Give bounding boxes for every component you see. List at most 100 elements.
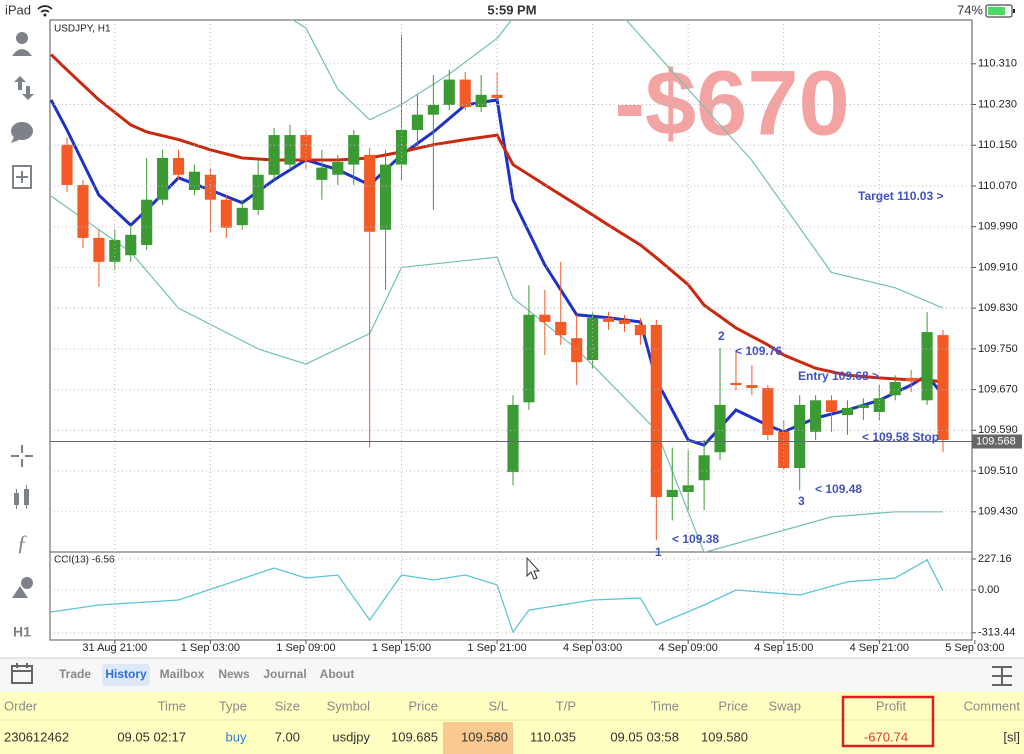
table-cell: 09.05 03:58 — [610, 729, 679, 744]
table-cell: 110.035 — [530, 729, 576, 744]
device-name: iPad — [5, 2, 31, 17]
candle-body — [204, 174, 216, 200]
candle-body — [380, 164, 392, 230]
y-tick-label: 109.590 — [978, 424, 1018, 436]
y-tick-label: 227.16 — [978, 553, 1012, 565]
loss-overlay: -$670 — [614, 52, 849, 154]
table-cell: 109.580 — [461, 729, 508, 744]
candle-body — [889, 381, 901, 396]
wifi-icon — [37, 5, 53, 13]
candle-body — [316, 167, 328, 180]
y-tick-label: 0.00 — [978, 584, 999, 596]
chat-button[interactable] — [11, 122, 33, 143]
wifi-dot — [43, 13, 47, 17]
y-tick-label: 109.830 — [978, 302, 1018, 314]
candle-body — [714, 404, 726, 453]
y-tick-label: 110.150 — [978, 139, 1017, 151]
x-tick-label: 31 Aug 21:00 — [82, 642, 147, 654]
candle-body — [93, 237, 105, 262]
trade-button[interactable] — [14, 76, 34, 100]
candle-body — [459, 79, 471, 108]
table-cell: buy — [226, 729, 247, 744]
x-tick-label: 5 Sep 03:00 — [945, 642, 1004, 654]
battery-level: 74% — [957, 2, 983, 17]
cci-title: CCI(13) -6.56 — [54, 555, 115, 566]
trade-annotation: < 109.58 Stop — [862, 430, 939, 444]
tab[interactable]: About — [320, 667, 355, 681]
mouse-cursor — [526, 556, 541, 580]
timeframe-button[interactable]: H1 — [13, 624, 31, 640]
new-order-button[interactable] — [12, 165, 32, 189]
battery-tip — [1013, 9, 1015, 13]
candle-body — [523, 314, 535, 403]
candle-body — [236, 207, 248, 226]
candle-body — [571, 338, 583, 363]
tabs: Trade History Mailbox News Journal About — [59, 664, 354, 686]
candle-body — [825, 400, 838, 412]
candle-body — [220, 199, 232, 228]
candle-body — [618, 319, 631, 324]
column-header: Size — [275, 698, 300, 713]
x-tick-label: 4 Sep 15:00 — [754, 642, 813, 654]
chart-type-button[interactable] — [14, 485, 29, 509]
crosshair-button[interactable] — [11, 445, 33, 467]
x-tick-label: 1 Sep 15:00 — [372, 642, 431, 654]
tab-bar — [0, 659, 1024, 692]
tab[interactable]: Journal — [263, 667, 306, 681]
objects-button[interactable] — [12, 577, 33, 598]
candle-body — [762, 388, 774, 435]
layout-icon[interactable] — [992, 666, 1012, 686]
indicator-line — [50, 53, 944, 384]
tab[interactable]: History — [105, 667, 147, 681]
candle-body — [141, 199, 153, 246]
candle-body — [411, 114, 424, 130]
candle-body — [873, 398, 885, 412]
candle-body — [746, 385, 758, 389]
profit-highlight-box — [841, 695, 935, 748]
stop-loss-highlight — [443, 722, 513, 754]
candle-body — [587, 317, 599, 361]
candle-body — [77, 184, 89, 238]
candle-body — [268, 135, 280, 175]
x-tick-label: 4 Sep 21:00 — [850, 642, 909, 654]
candle-body — [634, 324, 646, 336]
tab[interactable]: Mailbox — [160, 667, 205, 681]
tab[interactable]: Trade — [59, 667, 91, 681]
candle-body — [332, 162, 344, 175]
tab[interactable]: News — [218, 667, 250, 681]
cci-panel — [51, 559, 944, 634]
column-header: T/P — [556, 698, 576, 713]
indicator-line — [292, 20, 944, 309]
status-bar — [0, 0, 1024, 20]
table-cell: [sl] — [1003, 729, 1020, 744]
table-cell: 230612462 — [4, 729, 69, 744]
trade-annotation: 1 — [655, 545, 662, 559]
y-tick-label: 109.990 — [978, 221, 1018, 233]
candle-body — [905, 377, 917, 381]
candle-body — [937, 335, 949, 440]
table-cell: 109.685 — [391, 729, 438, 744]
candle-body — [650, 324, 662, 498]
table-cell: 7.00 — [275, 729, 300, 744]
x-tick-label: 1 Sep 21:00 — [467, 642, 526, 654]
trade-annotation: Target 110.03 > — [858, 189, 944, 203]
indicator-line — [50, 195, 943, 552]
column-header: Time — [651, 698, 679, 713]
last-price-label: 109.568 — [976, 435, 1016, 447]
trade-annotation: 3 — [798, 494, 805, 508]
candle-body — [475, 94, 487, 108]
y-tick-label: 109.670 — [978, 384, 1018, 396]
candle-body — [730, 382, 742, 386]
candle-body — [284, 135, 296, 165]
x-tick-label: 4 Sep 03:00 — [563, 642, 622, 654]
account-button[interactable] — [12, 32, 32, 56]
toolbar: ƒ — [11, 32, 34, 598]
candle-body — [348, 135, 360, 165]
column-header: Profit — [876, 698, 907, 713]
candle-body — [810, 400, 822, 432]
indicators-button[interactable]: ƒ — [17, 530, 28, 555]
candle-body — [443, 79, 455, 106]
terminal-icon[interactable] — [11, 663, 33, 684]
candle-body — [507, 404, 519, 473]
trade-annotation: < 109.48 — [815, 482, 862, 496]
